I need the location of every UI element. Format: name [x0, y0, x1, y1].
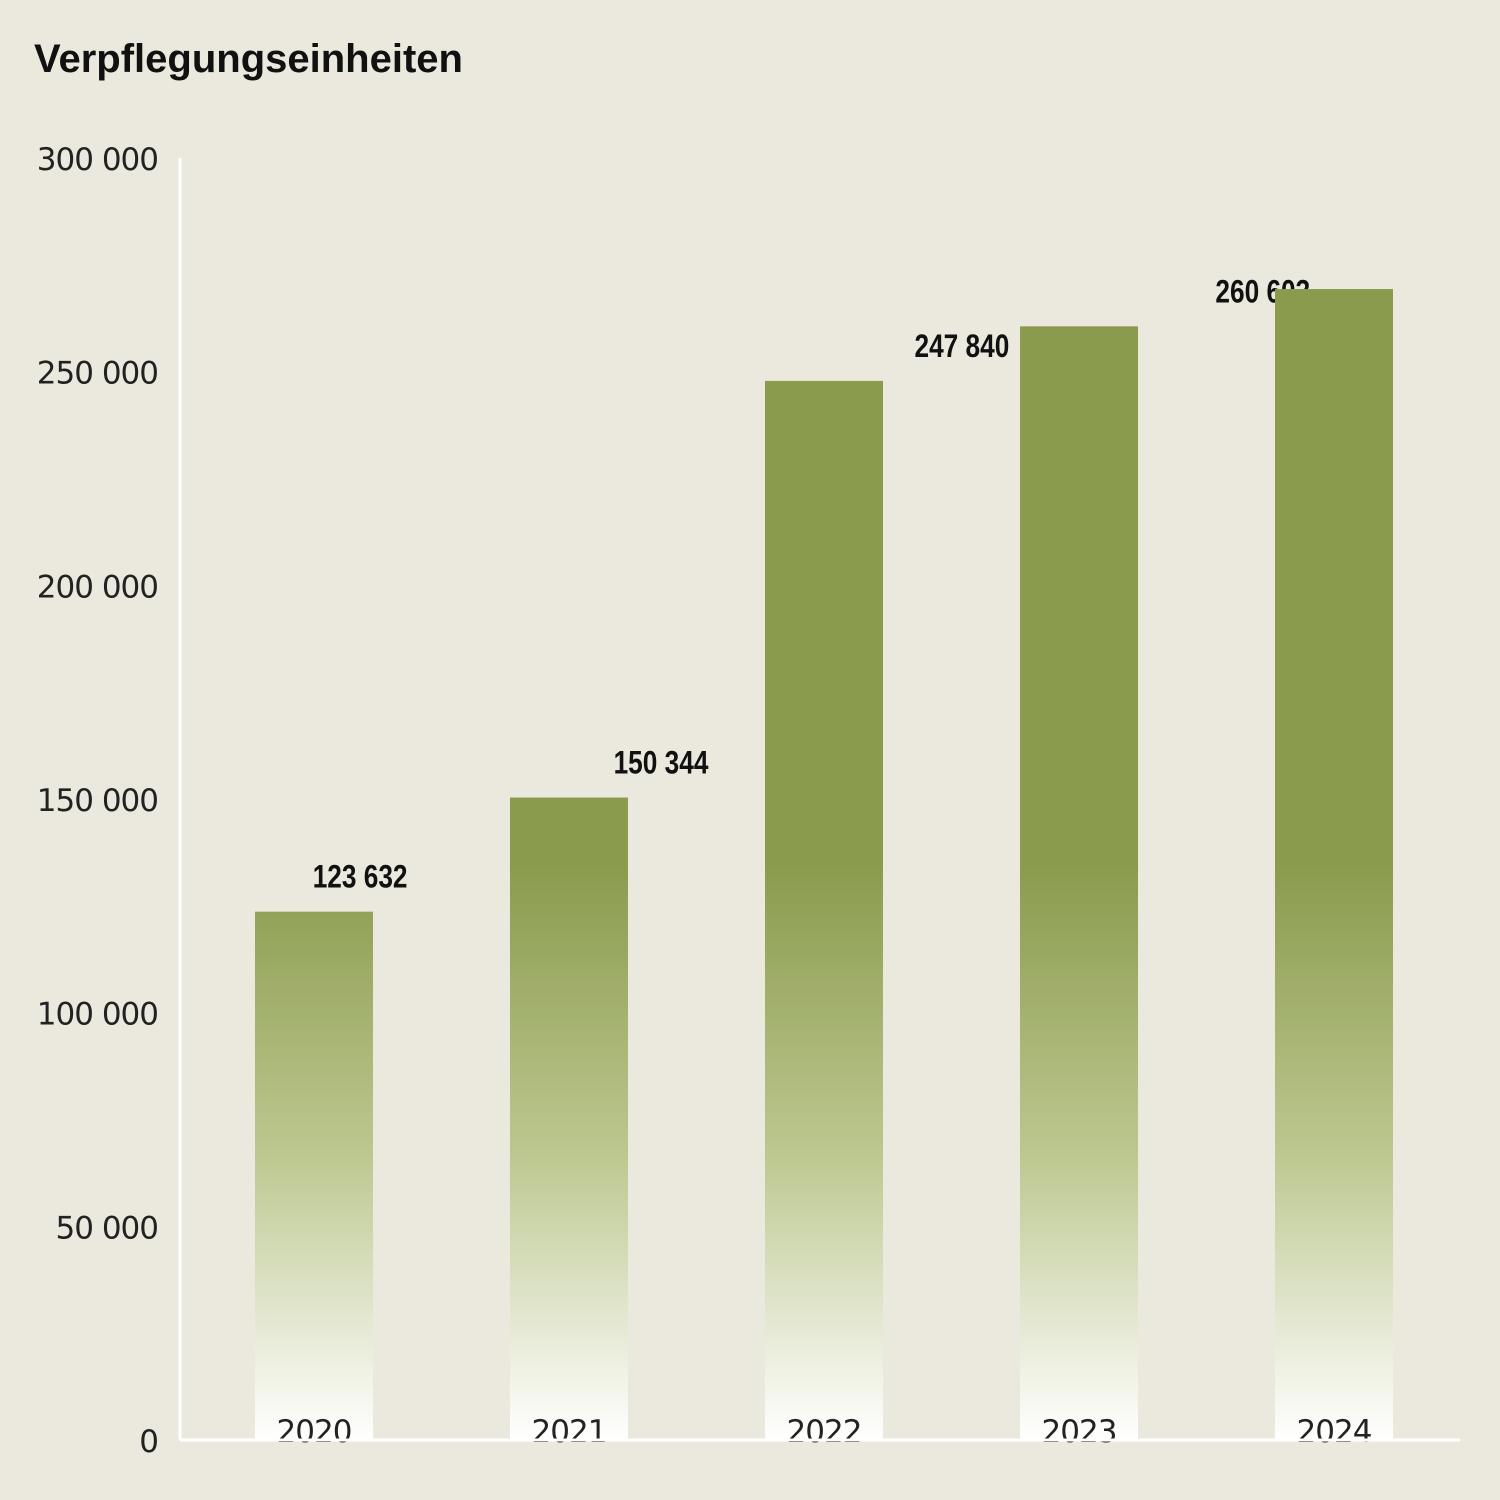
y-tick-label: 0: [139, 1424, 158, 1460]
y-tick-label: 150 000: [37, 783, 158, 819]
bar-2023: [1020, 326, 1138, 1441]
y-tick-label: 200 000: [37, 569, 158, 605]
x-tick-label: 2024: [1297, 1414, 1372, 1450]
data-label: 123 632: [313, 860, 408, 895]
x-tick-label: 2020: [277, 1414, 352, 1450]
x-tick-label: 2023: [1042, 1414, 1117, 1450]
y-tick-label: 300 000: [37, 142, 158, 178]
chart-title: Verpflegungseinheiten: [34, 37, 463, 81]
data-label: 247 840: [915, 330, 1010, 365]
bar-2020: [255, 911, 373, 1440]
bar-2021: [510, 797, 628, 1440]
y-tick-label: 250 000: [37, 356, 158, 392]
x-tick-label: 2021: [532, 1414, 607, 1450]
x-tick-label: 2022: [787, 1414, 862, 1450]
data-label: 150 344: [614, 746, 709, 781]
y-tick-label: 50 000: [56, 1210, 158, 1246]
bar-2024: [1275, 289, 1393, 1441]
bar-2022: [765, 380, 883, 1440]
y-tick-label: 100 000: [37, 997, 158, 1033]
